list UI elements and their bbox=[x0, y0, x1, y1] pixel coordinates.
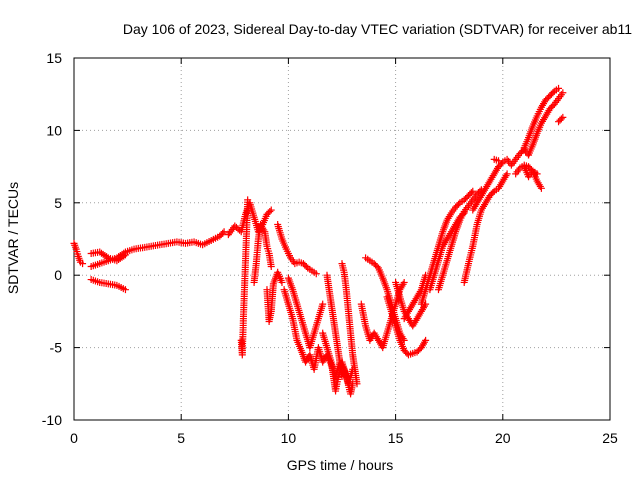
y-tick-label: 5 bbox=[54, 195, 62, 211]
series-trace-n bbox=[338, 260, 361, 388]
data-marks bbox=[70, 84, 567, 398]
series-trace-x bbox=[469, 145, 533, 214]
series-trace-ab bbox=[525, 89, 567, 159]
axis-ticks bbox=[73, 57, 611, 421]
y-tick-label: 0 bbox=[54, 267, 62, 283]
series-trace-h bbox=[263, 268, 286, 326]
series-trace-f bbox=[237, 196, 252, 359]
x-tick-label: 5 bbox=[177, 430, 185, 446]
data-point bbox=[489, 189, 497, 197]
series-trace-ac bbox=[520, 84, 563, 152]
x-tick-label: 25 bbox=[602, 430, 618, 446]
series-trace-b bbox=[87, 228, 228, 271]
data-point bbox=[549, 89, 557, 97]
data-point bbox=[302, 263, 310, 271]
grid-lines bbox=[74, 58, 610, 420]
data-point bbox=[469, 187, 477, 195]
x-tick-labels: 0 5 10 15 20 25 bbox=[70, 430, 618, 446]
y-tick-label: -5 bbox=[50, 340, 63, 356]
series-trace-d bbox=[87, 276, 129, 294]
series-trace-v bbox=[434, 186, 485, 294]
data-point bbox=[557, 115, 565, 123]
series-trace-k bbox=[284, 274, 327, 352]
series-trace-y bbox=[490, 155, 503, 165]
series-trace-t bbox=[417, 187, 477, 308]
y-tick-label: -10 bbox=[42, 412, 62, 428]
x-tick-label: 0 bbox=[70, 430, 78, 446]
x-tick-label: 20 bbox=[495, 430, 511, 446]
data-point bbox=[120, 252, 128, 260]
series-trace-s bbox=[400, 271, 430, 323]
series-trace-ad bbox=[555, 113, 567, 126]
data-point bbox=[319, 300, 327, 308]
data-point bbox=[244, 196, 252, 204]
data-point bbox=[422, 336, 430, 344]
y-tick-label: 10 bbox=[46, 122, 62, 138]
x-tick-label: 15 bbox=[388, 430, 404, 446]
plot-frame bbox=[73, 57, 611, 421]
data-point bbox=[267, 206, 275, 214]
data-point bbox=[559, 89, 567, 97]
data-point bbox=[400, 278, 408, 286]
series-trace-g bbox=[250, 221, 275, 286]
chart-title: Day 106 of 2023, Sidereal Day-to-day VTE… bbox=[123, 21, 632, 37]
series-trace-c bbox=[87, 248, 129, 265]
y-axis-label: SDTVAR / TECUs bbox=[5, 182, 21, 294]
series-trace-a bbox=[70, 239, 87, 268]
data-point bbox=[467, 189, 475, 197]
series-trace-m bbox=[323, 271, 346, 381]
series-trace-aa bbox=[520, 163, 545, 192]
data-point bbox=[559, 113, 567, 121]
y-tick-label: 15 bbox=[46, 50, 62, 66]
y-tick-labels: -10 -5 0 5 10 15 bbox=[42, 50, 62, 428]
data-point bbox=[338, 373, 346, 381]
data-point bbox=[537, 184, 545, 192]
data-point bbox=[220, 228, 228, 236]
series-trace-q bbox=[383, 293, 430, 359]
series-trace-l bbox=[319, 329, 357, 398]
data-point bbox=[219, 229, 227, 237]
data-point bbox=[267, 263, 275, 271]
data-point bbox=[503, 170, 511, 178]
series-trace-i bbox=[274, 221, 320, 278]
data-point bbox=[121, 286, 129, 294]
data-point bbox=[121, 251, 129, 259]
data-point bbox=[103, 253, 111, 261]
data-point bbox=[79, 260, 87, 268]
x-tick-label: 10 bbox=[281, 430, 297, 446]
x-axis-label: GPS time / hours bbox=[287, 457, 394, 473]
data-point bbox=[353, 380, 361, 388]
data-point bbox=[495, 157, 503, 165]
data-point bbox=[278, 278, 286, 286]
data-point bbox=[555, 84, 563, 92]
data-point bbox=[454, 200, 462, 208]
series-trace-w bbox=[460, 170, 511, 286]
data-point bbox=[312, 270, 320, 278]
data-point bbox=[266, 207, 274, 215]
